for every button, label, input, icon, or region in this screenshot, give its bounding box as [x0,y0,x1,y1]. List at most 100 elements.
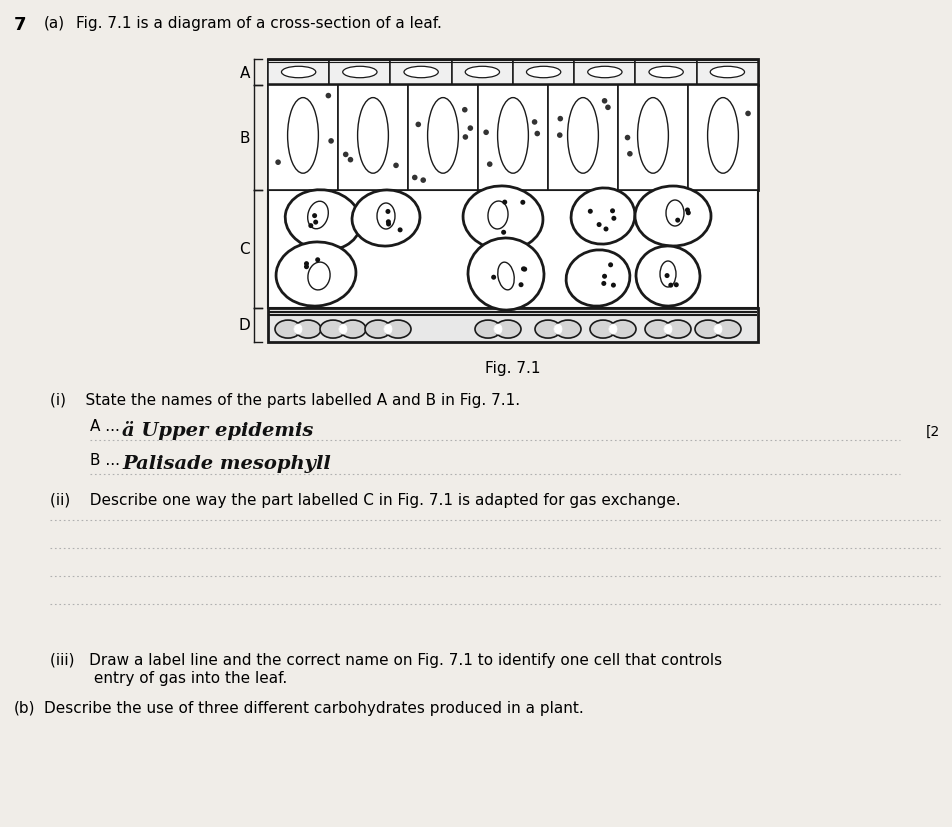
Ellipse shape [494,321,521,339]
Text: (iii)   Draw a label line and the correct name on Fig. 7.1 to identify one cell : (iii) Draw a label line and the correct … [50,653,722,667]
Ellipse shape [608,325,616,335]
Bar [268,61,328,85]
Circle shape [601,99,606,104]
Circle shape [610,284,615,289]
Bar [451,61,512,85]
Ellipse shape [665,201,684,227]
Ellipse shape [275,321,301,339]
Ellipse shape [589,321,615,339]
Circle shape [326,93,330,99]
Circle shape [385,210,390,215]
Circle shape [315,258,320,263]
Ellipse shape [664,325,671,335]
Ellipse shape [351,191,420,246]
Ellipse shape [645,321,670,339]
Bar [635,61,696,85]
Circle shape [556,133,562,139]
Ellipse shape [534,321,561,339]
Circle shape [744,112,750,117]
Text: C: C [239,242,249,257]
Circle shape [626,152,632,157]
Text: (b): (b) [14,700,35,715]
Circle shape [502,200,506,205]
Ellipse shape [567,98,598,174]
Circle shape [664,274,669,279]
Ellipse shape [714,321,741,339]
Ellipse shape [384,325,391,335]
Circle shape [397,228,402,233]
Bar [574,61,635,85]
Ellipse shape [526,67,560,79]
Bar [268,86,757,191]
Ellipse shape [281,67,315,79]
Bar [268,86,338,191]
Text: (a): (a) [44,16,65,31]
Bar [478,86,547,191]
Ellipse shape [706,98,738,174]
Circle shape [483,131,488,136]
Text: Fig. 7.1 is a diagram of a cross-section of a leaf.: Fig. 7.1 is a diagram of a cross-section… [76,16,442,31]
Circle shape [313,220,318,225]
Circle shape [602,275,606,280]
Circle shape [609,209,614,214]
Ellipse shape [497,263,514,290]
Circle shape [467,127,472,131]
Ellipse shape [357,98,388,174]
Ellipse shape [307,202,328,229]
Ellipse shape [404,67,438,79]
Circle shape [673,283,678,288]
Circle shape [304,265,308,270]
Ellipse shape [288,98,318,174]
Circle shape [611,217,616,222]
Ellipse shape [463,187,543,251]
Ellipse shape [709,67,744,79]
Circle shape [684,208,689,213]
Ellipse shape [385,321,410,339]
Circle shape [601,281,605,287]
Ellipse shape [493,325,502,335]
Circle shape [501,231,506,236]
Ellipse shape [307,263,329,290]
Circle shape [607,263,612,268]
Circle shape [521,267,526,272]
Circle shape [534,131,540,137]
Circle shape [347,158,353,163]
Ellipse shape [285,190,361,251]
Ellipse shape [295,321,321,339]
Text: A ...: A ... [89,418,120,433]
Ellipse shape [713,325,722,335]
Bar [512,61,574,85]
Ellipse shape [276,242,355,307]
Ellipse shape [320,321,346,339]
Circle shape [518,283,523,288]
Text: A: A [239,65,249,80]
Ellipse shape [377,203,394,230]
Circle shape [490,275,496,280]
Bar [268,60,757,86]
Circle shape [420,178,426,184]
Text: Palisade mesophyll: Palisade mesophyll [122,455,330,472]
Text: Describe the use of three different carbohydrates produced in a plant.: Describe the use of three different carb… [44,700,584,715]
Ellipse shape [637,98,667,174]
Bar [268,191,757,308]
Circle shape [685,211,690,216]
Ellipse shape [293,325,302,335]
Text: B: B [239,131,249,146]
Circle shape [386,222,390,227]
Ellipse shape [339,325,347,335]
Circle shape [531,120,537,126]
Circle shape [386,220,390,225]
Circle shape [327,139,333,145]
Bar [328,61,390,85]
Circle shape [596,222,601,227]
Ellipse shape [487,202,507,230]
Circle shape [275,160,281,165]
Bar [390,61,451,85]
Text: (ii)    Describe one way the part labelled C in Fig. 7.1 is adapted for gas exch: (ii) Describe one way the part labelled … [50,492,680,508]
Bar [617,86,687,191]
Ellipse shape [609,321,635,339]
Bar [268,308,757,342]
Circle shape [587,209,592,214]
Ellipse shape [570,189,634,245]
Circle shape [605,105,610,111]
